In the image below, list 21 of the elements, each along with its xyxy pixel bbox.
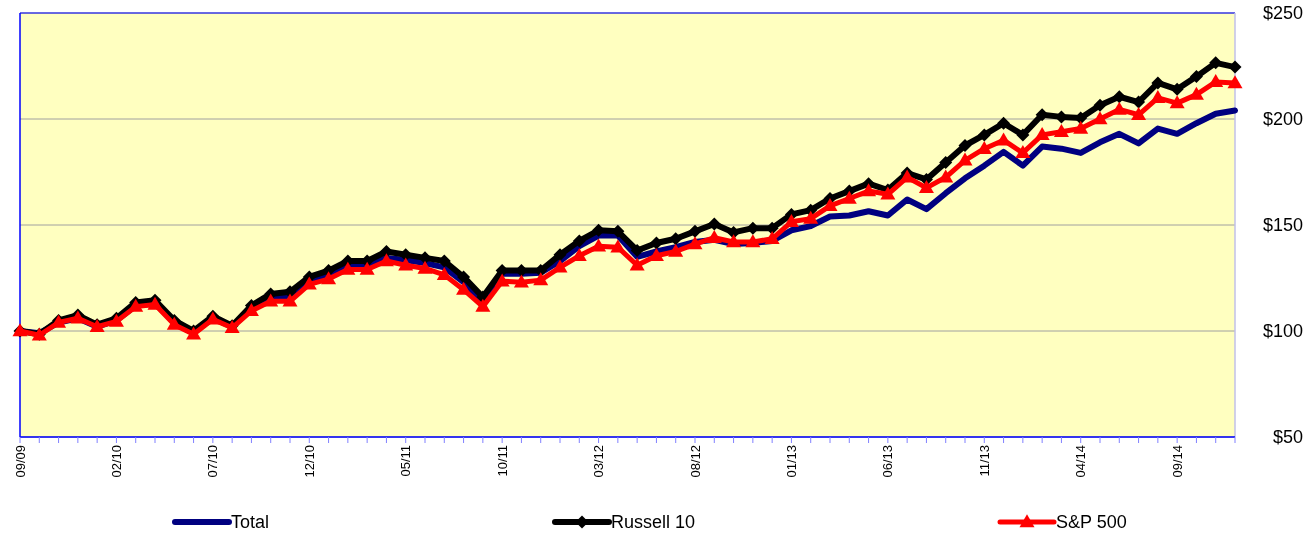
x-tick-label: 07/10	[205, 445, 221, 478]
x-tick-label: 03/12	[591, 445, 607, 478]
x-tick-label: 04/14	[1073, 445, 1089, 478]
x-tick-label: 02/10	[108, 445, 124, 478]
x-tick-label: 05/11	[398, 445, 414, 477]
x-tick-label: 08/12	[687, 445, 703, 478]
x-tick-label: 11/13	[976, 445, 992, 477]
x-tick-label: 12/10	[301, 445, 317, 478]
y-tick-label: $250	[1262, 3, 1303, 23]
legend-label: Russell 10	[611, 512, 696, 532]
x-tick-label: 01/13	[783, 445, 799, 478]
y-tick-label: $50	[1272, 427, 1303, 447]
x-tick-label: 09/14	[1169, 445, 1185, 478]
y-tick-label: $150	[1262, 215, 1303, 235]
legend-label: Total	[231, 512, 270, 532]
y-tick-label: $100	[1262, 321, 1303, 341]
x-tick-label: 06/13	[880, 445, 896, 478]
x-tick-label: 09/09	[12, 445, 28, 478]
x-tick-label: 10/11	[494, 445, 510, 477]
legend-label: S&P 500	[1056, 512, 1127, 532]
y-tick-label: $200	[1262, 109, 1303, 129]
